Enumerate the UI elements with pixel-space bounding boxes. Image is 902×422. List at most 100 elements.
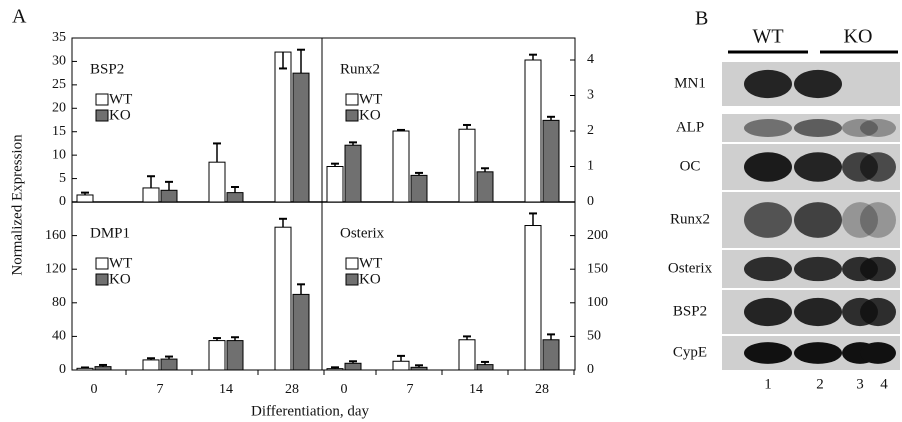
band [794, 152, 842, 181]
y-tick-label: 15 [52, 124, 66, 139]
band [794, 119, 842, 137]
y-tick-label: 4 [587, 52, 594, 67]
bar [227, 193, 243, 202]
band [860, 257, 896, 281]
bar [209, 341, 225, 370]
y-tick-label: 200 [587, 228, 608, 243]
bar [477, 172, 493, 202]
legend-swatch [96, 94, 108, 105]
legend-label: WT [359, 255, 382, 271]
band [794, 70, 842, 98]
y-tick-label: 80 [52, 295, 66, 310]
chart-title: Osterix [340, 225, 385, 241]
band [860, 152, 896, 181]
band [860, 202, 896, 238]
group-label: WT [752, 26, 783, 48]
band [794, 202, 842, 238]
band [744, 257, 792, 281]
panel-label: A [12, 6, 27, 28]
x-tick-label: 14 [469, 382, 483, 397]
lane-label: 3 [856, 376, 864, 392]
figure: A B Normalized Expression Differentiatio… [0, 0, 902, 422]
y-tick-label: 5 [59, 171, 66, 186]
x-tick-label: 7 [157, 382, 164, 397]
legend-swatch [96, 258, 108, 269]
bar [77, 195, 93, 202]
band [794, 298, 842, 326]
legend-label: KO [359, 107, 381, 123]
x-tick-label: 28 [535, 382, 549, 397]
bar [143, 188, 159, 202]
bar [293, 73, 309, 202]
band [794, 257, 842, 281]
x-tick-label: 7 [407, 382, 414, 397]
y-tick-label: 0 [59, 194, 66, 209]
y-tick-label: 100 [587, 295, 608, 310]
legend-swatch [346, 274, 358, 285]
bar [161, 190, 177, 202]
legend-label: KO [359, 271, 381, 287]
band [744, 342, 792, 364]
bar [209, 162, 225, 202]
bar [143, 360, 159, 370]
band [744, 70, 792, 98]
bar [95, 367, 111, 370]
band [744, 152, 792, 181]
y-tick-label: 40 [52, 329, 66, 344]
bar [543, 120, 559, 202]
bar [459, 340, 475, 370]
bar [227, 341, 243, 370]
legend-swatch [96, 274, 108, 285]
x-tick-label: 0 [341, 382, 348, 397]
row-label: Runx2 [670, 211, 710, 227]
y-tick-label: 30 [52, 54, 66, 69]
row-label: BSP2 [673, 303, 707, 319]
legend-label: WT [359, 91, 382, 107]
bar [459, 129, 475, 202]
band [794, 342, 842, 364]
bar [293, 294, 309, 370]
y-tick-label: 160 [45, 228, 66, 243]
y-tick-label: 0 [59, 362, 66, 377]
plot-frame [72, 38, 575, 370]
group-label: KO [844, 26, 873, 48]
lane-label: 1 [764, 376, 772, 392]
bar [411, 367, 427, 370]
y-tick-label: 2 [587, 123, 594, 138]
band [860, 298, 896, 326]
y-tick-label: 20 [52, 101, 66, 116]
bar [275, 52, 291, 202]
lane-label: 2 [816, 376, 824, 392]
legend-swatch [346, 258, 358, 269]
bar [345, 145, 361, 202]
band [744, 298, 792, 326]
bar [345, 363, 361, 370]
x-tick-label: 28 [285, 382, 299, 397]
band [860, 119, 896, 137]
legend-label: WT [109, 91, 132, 107]
band [744, 202, 792, 238]
y-tick-label: 10 [52, 147, 66, 162]
bar [543, 340, 559, 370]
bar [525, 60, 541, 202]
row-label: ALP [676, 119, 704, 135]
y-tick-label: 3 [587, 88, 594, 103]
legend-swatch [346, 94, 358, 105]
legend-label: WT [109, 255, 132, 271]
legend-swatch [346, 110, 358, 121]
y-axis-label: Normalized Expression [9, 134, 25, 276]
lane-label: 4 [880, 376, 888, 392]
bar [327, 167, 343, 202]
bar [477, 365, 493, 370]
x-tick-label: 0 [91, 382, 98, 397]
legend-label: KO [109, 271, 131, 287]
band [744, 119, 792, 137]
chart-title: DMP1 [90, 225, 130, 241]
bar [393, 131, 409, 202]
x-axis-label: Differentiation, day [251, 403, 370, 419]
y-tick-label: 1 [587, 159, 594, 174]
y-tick-label: 35 [52, 30, 66, 45]
legend-label: KO [109, 107, 131, 123]
y-tick-label: 120 [45, 261, 66, 276]
